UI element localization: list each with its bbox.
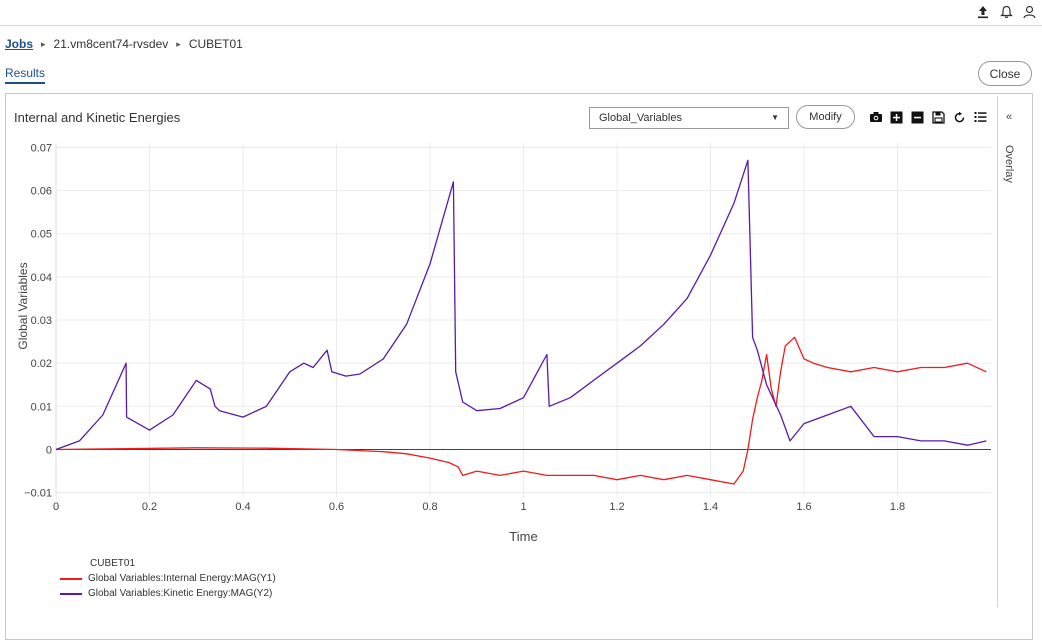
breadcrumb-server[interactable]: 21.vm8cent74-rvsdev <box>53 37 169 51</box>
legend-swatch-internal-energy <box>60 577 82 580</box>
upload-icon[interactable] <box>976 4 990 20</box>
variable-dropdown-value: Global_Variables <box>599 112 682 124</box>
breadcrumb: Jobs ▸ 21.vm8cent74-rvsdev ▸ CUBET01 <box>5 37 243 51</box>
chevron-down-icon: ▼ <box>771 113 779 122</box>
zoom-in-icon[interactable] <box>889 109 904 125</box>
modify-button[interactable]: Modify <box>796 105 855 129</box>
list-icon[interactable] <box>973 109 988 125</box>
chart-toolbar <box>868 109 988 125</box>
legend-item-internal-energy[interactable]: Global Variables:Internal Energy:MAG(Y1) <box>60 573 276 584</box>
breadcrumb-separator-icon: ▸ <box>41 38 46 49</box>
chart-title: Internal and Kinetic Energies <box>14 110 181 125</box>
top-bar <box>0 0 1042 26</box>
legend-swatch-kinetic-energy <box>60 592 82 595</box>
breadcrumb-job: CUBET01 <box>188 37 243 51</box>
overlay-divider <box>997 96 998 607</box>
camera-icon[interactable] <box>868 109 883 125</box>
top-icons <box>976 4 1036 20</box>
reset-icon[interactable] <box>952 109 967 125</box>
variable-dropdown[interactable]: Global_Variables ▼ <box>589 107 789 129</box>
overlay-panel-label[interactable]: Overlay <box>1003 145 1015 183</box>
legend-label-internal-energy: Global Variables:Internal Energy:MAG(Y1) <box>88 573 276 584</box>
chart-legend: CUBET01 Global Variables:Internal Energy… <box>60 558 276 603</box>
breadcrumb-separator-icon: ▸ <box>176 38 181 49</box>
legend-item-kinetic-energy[interactable]: Global Variables:Kinetic Energy:MAG(Y2) <box>60 588 276 599</box>
bell-icon[interactable] <box>999 4 1013 20</box>
legend-label-kinetic-energy: Global Variables:Kinetic Energy:MAG(Y2) <box>88 588 273 599</box>
tab-results[interactable]: Results <box>5 66 46 84</box>
breadcrumb-jobs-link[interactable]: Jobs <box>5 37 34 51</box>
save-icon[interactable] <box>931 109 946 125</box>
zoom-out-icon[interactable] <box>910 109 925 125</box>
overlay-collapse-icon[interactable]: « <box>1006 111 1013 123</box>
user-icon[interactable] <box>1022 4 1036 20</box>
close-button[interactable]: Close <box>978 61 1032 86</box>
legend-title: CUBET01 <box>90 558 136 569</box>
